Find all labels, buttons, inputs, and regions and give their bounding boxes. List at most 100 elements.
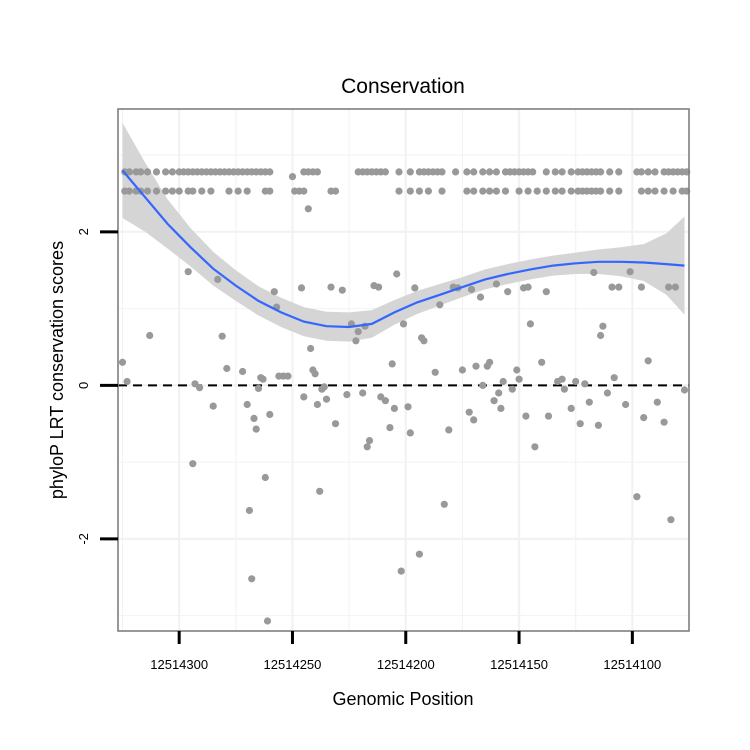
data-point <box>615 283 623 291</box>
data-point <box>492 187 500 195</box>
data-point <box>404 403 412 411</box>
data-point <box>644 168 652 176</box>
data-point <box>225 187 233 195</box>
data-point <box>300 393 308 401</box>
data-point <box>603 389 612 397</box>
data-point <box>640 414 648 422</box>
data-point <box>653 398 661 406</box>
data-point <box>597 187 605 195</box>
data-point <box>266 410 274 419</box>
data-point <box>352 337 360 345</box>
data-point <box>479 381 487 389</box>
data-point <box>667 516 675 524</box>
data-point <box>660 418 668 426</box>
data-point <box>660 187 668 195</box>
data-point <box>137 168 145 176</box>
data-point <box>175 187 183 195</box>
data-point <box>504 288 512 296</box>
data-point <box>162 168 170 176</box>
data-point <box>497 404 505 412</box>
data-point <box>214 275 222 283</box>
data-point <box>381 397 389 405</box>
data-point <box>381 168 389 176</box>
data-point <box>606 187 614 195</box>
data-point <box>608 283 616 291</box>
data-point <box>445 426 453 434</box>
points-layer <box>118 168 691 625</box>
data-point <box>125 187 133 195</box>
panel-border <box>117 108 690 632</box>
data-point <box>495 389 503 397</box>
y-tick-label: -2 <box>76 533 91 545</box>
data-point <box>184 268 192 276</box>
data-point <box>386 424 394 432</box>
data-point <box>581 380 589 388</box>
chart-title: Conservation <box>341 75 465 98</box>
data-point <box>393 270 401 278</box>
data-point <box>331 420 340 428</box>
data-point <box>198 187 206 195</box>
data-point <box>585 398 593 406</box>
data-point <box>651 168 659 176</box>
data-point <box>458 366 466 374</box>
x-axis: 12514300 12514250 12514200 12514150 12514100 <box>150 631 661 672</box>
data-point <box>234 187 242 195</box>
data-point <box>492 280 500 288</box>
data-point <box>297 284 306 292</box>
data-point <box>288 173 297 181</box>
x-tick-label: 12514150 <box>490 657 548 672</box>
data-point <box>615 187 623 195</box>
data-point <box>522 412 530 420</box>
data-point <box>492 168 500 176</box>
data-point <box>513 366 521 374</box>
data-point <box>263 617 272 625</box>
data-point <box>490 397 498 405</box>
data-point <box>266 168 274 176</box>
data-point <box>415 187 423 195</box>
data-point <box>671 283 680 291</box>
data-point <box>501 187 510 195</box>
data-point <box>524 187 532 195</box>
data-point <box>143 187 152 195</box>
data-point <box>669 187 677 195</box>
data-point <box>406 429 414 437</box>
data-point <box>218 332 226 340</box>
data-point <box>637 283 646 291</box>
data-point <box>531 443 539 451</box>
x-tick-label: 12514300 <box>150 657 208 672</box>
data-point <box>626 268 634 276</box>
data-point <box>486 168 494 176</box>
data-point <box>572 377 580 386</box>
data-point <box>406 187 414 195</box>
data-point <box>452 168 460 176</box>
x-tick-label: 12514200 <box>377 657 435 672</box>
data-point <box>375 283 383 291</box>
data-point <box>411 284 419 292</box>
data-point <box>399 320 408 328</box>
data-point <box>146 331 154 340</box>
y-tick-label: 0 <box>76 382 91 389</box>
data-point <box>243 187 251 195</box>
data-point <box>479 168 487 176</box>
data-point <box>615 168 623 176</box>
x-tick-label: 12514100 <box>603 657 661 672</box>
data-point <box>245 506 253 515</box>
data-point <box>322 395 331 403</box>
data-point <box>431 368 439 376</box>
data-point <box>239 367 247 376</box>
data-point <box>470 168 478 176</box>
data-point <box>551 187 559 195</box>
data-point <box>529 168 537 176</box>
data-point <box>415 550 423 558</box>
data-point <box>254 384 263 392</box>
data-point <box>644 187 652 195</box>
y-axis-label: phyloP LRT conservation scores <box>47 241 67 499</box>
data-point <box>320 383 328 391</box>
data-point <box>338 286 346 294</box>
data-point <box>252 425 260 433</box>
data-point <box>463 187 471 195</box>
smooth-curve-layer <box>121 169 685 329</box>
x-axis-label: Genomic Position <box>332 689 473 709</box>
smooth-curve <box>121 169 685 329</box>
